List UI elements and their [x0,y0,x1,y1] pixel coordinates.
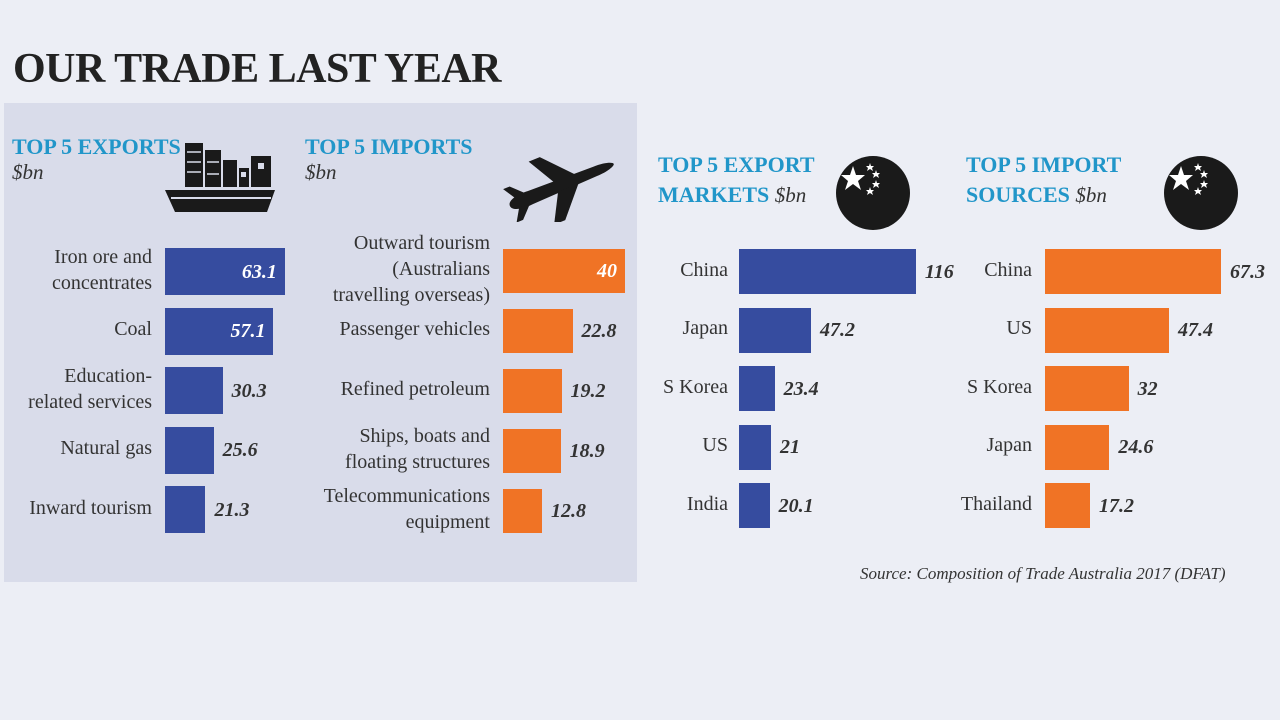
imports-value-label: 40 [597,260,617,282]
exports-value-label: 25.6 [222,439,258,461]
exports-bar [165,367,223,414]
imports-category-label: Passenger vehicles [339,318,490,340]
import-sources-value-label: 47.4 [1177,319,1213,341]
exports-value-label: 57.1 [230,320,266,342]
export-markets-value-label: 23.4 [783,377,819,400]
import-sources-value-label: 24.6 [1118,436,1154,458]
imports-bar [503,489,543,533]
exports-unit: $bn [12,160,44,184]
imports-bar [503,249,625,293]
export-markets-category-label: Japan [682,317,728,339]
export-markets-value-label: 20.1 [778,494,814,517]
import-sources-value-label: 17.2 [1098,494,1134,517]
exports-value-label: 30.3 [231,379,267,402]
imports-category-label: Outward tourism (Australians travelling … [332,232,490,306]
imports-category-label: Refined petroleum [340,378,490,400]
export-markets-value-label: 21 [780,436,801,458]
exports-bar [165,248,285,295]
imports-category-label: Telecommunications equipment [323,485,490,533]
airplane-icon [503,157,614,222]
cargo-ship-icon [165,143,275,212]
imports-unit: $bn [305,160,337,184]
imports-value-label: 19.2 [570,380,606,402]
imports-panel-title: TOP 5 IMPORTS [305,132,473,162]
imports-title-text: TOP 5 IMPORTS [305,134,473,159]
china-flag-icon [1164,156,1238,230]
export-markets-bar [739,307,811,353]
import-sources-bar [1045,424,1110,470]
import-sources-panel-title: TOP 5 IMPORT SOURCES $bn [966,150,1121,210]
imports-value-label: 18.9 [569,440,605,462]
export-markets-category-label: US [702,434,728,456]
export-markets-unit: $bn [774,183,807,207]
exports-bar [165,426,214,474]
export-markets-category-label: China [680,258,728,281]
import-sources-category-label: China [984,258,1032,281]
export-markets-value-label: 116 [924,260,954,283]
import-sources-category-label: Thailand [960,492,1032,515]
exports-value-label: 21.3 [214,498,250,521]
exports-panel-title: TOP 5 EXPORTS [12,132,181,162]
imports-value-label: 22.8 [581,320,617,342]
export-markets-panel-title: TOP 5 EXPORT MARKETS $bn [658,150,815,210]
export-markets-bar [739,249,916,294]
export-markets-category-label: S Korea [663,375,728,398]
exports-value-label: 63.1 [241,260,277,283]
exports-bar [165,307,274,355]
exports-category-label: Natural gas [60,437,152,459]
import-sources-category-label: S Korea [967,375,1032,398]
china-flag-icon [836,156,910,230]
export-markets-value-label: 47.2 [819,319,855,341]
import-sources-bar [1045,307,1169,353]
imports-bar [503,369,562,413]
imports-category-label: Ships, boats and floating structures [345,425,490,473]
export-markets-title-text: TOP 5 EXPORT MARKETS [658,152,815,207]
import-sources-unit: $bn [1075,183,1107,207]
import-sources-category-label: US [1006,317,1032,339]
imports-bar [503,309,573,353]
page-title: OUR TRADE LAST YEAR [13,46,502,92]
import-sources-bar [1045,249,1221,294]
exports-category-label: Education- related services [28,364,152,413]
imports-value-label: 12.8 [551,500,587,522]
exports-category-label: Coal [114,318,152,340]
import-sources-value-label: 67.3 [1229,260,1265,283]
exports-bar [165,486,206,533]
imports-bar [503,429,561,473]
exports-category-label: Inward tourism [29,496,152,519]
source-note: Source: Composition of Trade Australia 2… [860,564,1226,583]
exports-category-label: Iron ore and concentrates [52,245,152,294]
import-sources-title-text: TOP 5 IMPORT SOURCES [966,152,1122,207]
import-sources-bar [1045,366,1129,411]
import-sources-value-label: 32 [1137,377,1158,400]
exports-title-text: TOP 5 EXPORTS [12,134,181,159]
import-sources-bar [1045,483,1090,528]
export-markets-category-label: India [686,492,728,515]
export-markets-bar [739,483,770,528]
import-sources-category-label: Japan [986,434,1032,456]
export-markets-bar [739,424,772,470]
export-markets-bar [739,366,775,411]
